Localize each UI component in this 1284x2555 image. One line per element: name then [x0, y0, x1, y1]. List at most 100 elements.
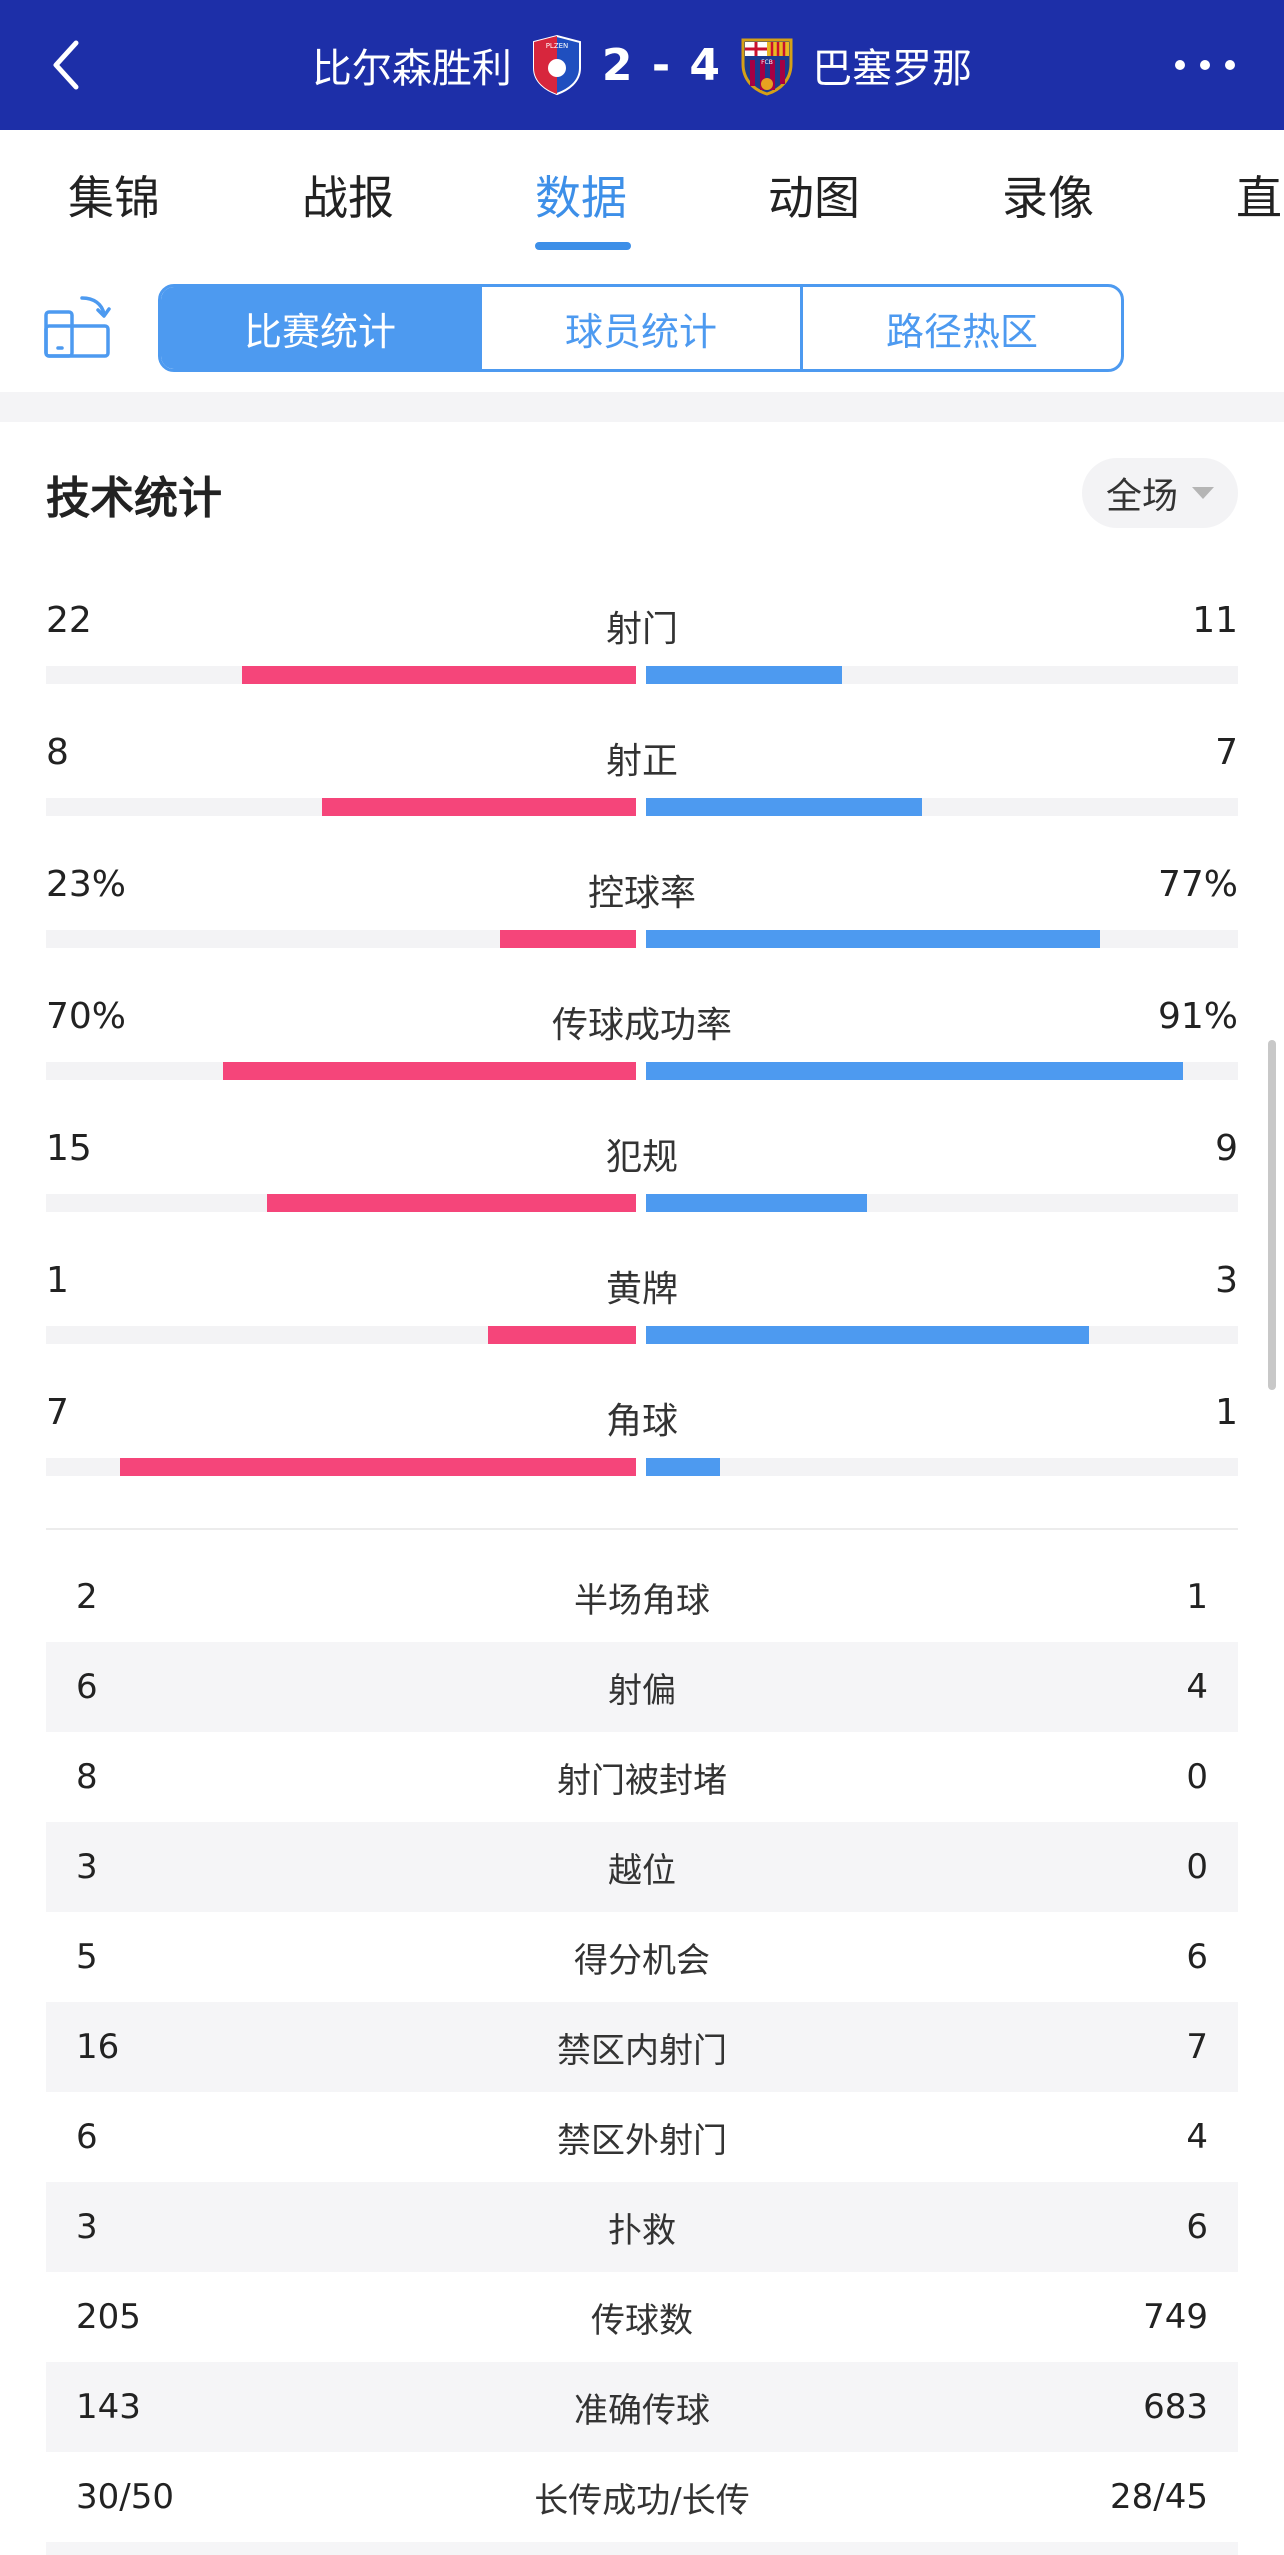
stat-row: 1 黄牌 3: [46, 1260, 1238, 1392]
home-value: 205: [76, 2297, 141, 2337]
stat-name: 射门: [605, 609, 678, 650]
away-value: 1: [1215, 1392, 1238, 1433]
stat-name: 半场角球: [574, 1580, 710, 1621]
stat-name: 射正: [605, 741, 678, 782]
away-bar: [646, 930, 1100, 948]
home-value: 3: [76, 1847, 98, 1887]
stat-name: 射门被封堵: [557, 1760, 727, 1801]
segment-match-stats[interactable]: 比赛统计: [161, 287, 482, 369]
away-value: 28/45: [1110, 2477, 1208, 2517]
home-bar: [223, 1062, 636, 1080]
table-row: 3 扑救 6: [46, 2182, 1238, 2272]
away-value: 91%: [1157, 996, 1238, 1037]
home-value: 143: [76, 2387, 141, 2427]
home-bar: [488, 1326, 636, 1344]
tab-live[interactable]: 直: [1236, 171, 1282, 225]
period-dropdown-label: 全场: [1105, 476, 1178, 517]
stat-row: 15 犯规 9: [46, 1128, 1238, 1260]
match-score: 2 - 4: [601, 39, 723, 91]
svg-text:FCB: FCB: [761, 59, 773, 66]
table-row: 205 传球数 749: [46, 2272, 1238, 2362]
top-bar: 比尔森胜利 PLZEN 2 - 4 FCB 巴塞罗那: [0, 0, 1284, 130]
stat-row: 7 角球 1: [46, 1392, 1238, 1524]
stat-row: 22 射门 11: [46, 600, 1238, 732]
stat-name: 禁区外射门: [557, 2120, 727, 2161]
away-value: 11: [1192, 600, 1238, 641]
section-title: 技术统计: [46, 473, 222, 524]
home-value: 15: [46, 1128, 92, 1169]
segment-heatmap[interactable]: 路径热区: [885, 309, 1038, 354]
home-bar: [242, 666, 636, 684]
home-bar-track: [46, 930, 636, 948]
table-row: [46, 2542, 1238, 2555]
home-value: 8: [46, 732, 69, 773]
away-value: 683: [1143, 2387, 1208, 2427]
home-bar: [500, 930, 636, 948]
active-tab-indicator: [535, 242, 631, 250]
away-value: 7: [1186, 2027, 1208, 2067]
stat-name: 准确传球: [574, 2390, 710, 2431]
away-value: 749: [1143, 2297, 1208, 2337]
away-value: 3: [1215, 1260, 1238, 1301]
stat-name: 传球成功率: [551, 1005, 732, 1046]
scrollbar[interactable]: [1268, 1040, 1276, 1390]
stat-name: 犯规: [605, 1137, 678, 1178]
match-header: 比尔森胜利 PLZEN 2 - 4 FCB 巴塞罗那: [0, 0, 1284, 130]
segment-player-stats[interactable]: 球员统计: [482, 287, 803, 369]
home-value: 1: [46, 1260, 69, 1301]
rotate-screen-icon[interactable]: [42, 292, 114, 364]
home-team-name: 比尔森胜利: [311, 46, 512, 92]
away-value: 1: [1186, 1577, 1208, 1617]
tab-gifs[interactable]: 动图: [768, 171, 860, 225]
stat-name: 越位: [608, 1850, 676, 1891]
stat-name: 黄牌: [605, 1269, 678, 1310]
home-value: 23%: [46, 864, 127, 905]
home-bar: [267, 1194, 636, 1212]
away-bar: [646, 1062, 1183, 1080]
away-bar: [646, 1194, 867, 1212]
table-row: 30/50 长传成功/长传 28/45: [46, 2452, 1238, 2542]
home-value: 5: [76, 1937, 98, 1977]
table-row: 143 准确传球 683: [46, 2362, 1238, 2452]
stats-divider: [46, 1528, 1238, 1530]
tab-data[interactable]: 数据: [535, 171, 627, 225]
more-options-icon[interactable]: [1170, 48, 1240, 82]
home-value: 6: [76, 2117, 98, 2157]
home-value: 2: [76, 1577, 98, 1617]
stat-row: 23% 控球率 77%: [46, 864, 1238, 996]
stats-segment-control: 比赛统计 球员统计 路径热区: [158, 284, 1124, 372]
stat-row: 8 射正 7: [46, 732, 1238, 864]
home-value: 30/50: [76, 2477, 174, 2517]
away-value: 7: [1215, 732, 1238, 773]
stat-name: 禁区内射门: [557, 2030, 727, 2071]
away-value: 77%: [1157, 864, 1238, 905]
tab-report[interactable]: 战报: [302, 171, 394, 225]
stat-name: 得分机会: [574, 1940, 710, 1981]
stat-name: 扑救: [608, 2210, 676, 2251]
away-value: 0: [1186, 1847, 1208, 1887]
away-value: 4: [1186, 1667, 1208, 1707]
home-value: 70%: [46, 996, 127, 1037]
tab-highlights[interactable]: 集锦: [68, 171, 160, 225]
chevron-down-icon: [1192, 487, 1214, 499]
table-row: 6 射偏 4: [46, 1642, 1238, 1732]
stat-name: 长传成功/长传: [534, 2480, 750, 2521]
home-value: 3: [76, 2207, 98, 2247]
home-value: 8: [76, 1757, 98, 1797]
away-value: 6: [1186, 2207, 1208, 2247]
table-row: 3 越位 0: [46, 1822, 1238, 1912]
section-divider: [0, 392, 1284, 422]
home-value: 16: [76, 2027, 120, 2067]
home-value: 7: [46, 1392, 69, 1433]
table-row: 2 半场角球 1: [46, 1552, 1238, 1642]
stat-name: 传球数: [591, 2300, 693, 2341]
stats-table: 2 半场角球 1 6 射偏 4 8 射门被封堵 0 3 越位 0 5 得分机会 …: [46, 1552, 1238, 2555]
home-value: 22: [46, 600, 92, 641]
content-tabs: 集锦 战报 数据 动图 录像 直: [0, 130, 1284, 255]
back-arrow-icon[interactable]: [40, 35, 100, 95]
tab-replay[interactable]: 录像: [1002, 171, 1094, 225]
away-team-crest: FCB: [741, 38, 793, 96]
away-bar-track: [646, 1458, 1238, 1476]
period-dropdown[interactable]: 全场: [1082, 458, 1238, 528]
away-bar: [646, 666, 842, 684]
